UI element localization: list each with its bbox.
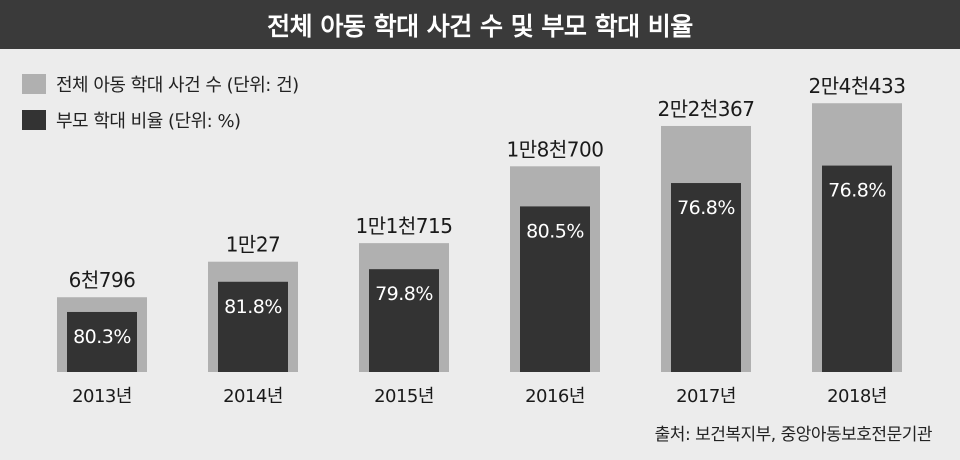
x-tick-label: 2016년 bbox=[525, 386, 585, 407]
data-label-total: 2만4천433 bbox=[809, 74, 906, 98]
data-label-ratio: 76.8% bbox=[677, 197, 735, 219]
legend-item-ratio: 부모 학대 비율 (단위: %) bbox=[22, 108, 299, 132]
source-note: 출처: 보건복지부, 중앙아동보호전문기관 bbox=[654, 425, 933, 445]
legend-label-ratio: 부모 학대 비율 (단위: %) bbox=[56, 111, 241, 132]
data-label-total: 1만27 bbox=[226, 233, 281, 257]
legend-swatch-total bbox=[22, 74, 46, 94]
data-label-total: 6천796 bbox=[69, 268, 136, 292]
bar-ratio bbox=[67, 311, 137, 372]
data-label-total: 1만1천715 bbox=[356, 214, 453, 238]
bar-ratio bbox=[822, 165, 892, 372]
legend-label-total: 전체 아동 학대 사건 수 (단위: 건) bbox=[56, 75, 299, 96]
data-label-ratio: 76.8% bbox=[828, 180, 886, 202]
data-label-ratio: 80.5% bbox=[526, 220, 584, 242]
data-label-total: 1만8천700 bbox=[507, 137, 604, 161]
x-tick-label: 2015년 bbox=[374, 386, 434, 407]
legend-swatch-ratio bbox=[22, 110, 46, 130]
legend-item-total: 전체 아동 학대 사건 수 (단위: 건) bbox=[22, 72, 299, 96]
data-label-ratio: 80.3% bbox=[73, 326, 131, 348]
bar-ratio bbox=[671, 183, 741, 372]
bar-ratio bbox=[369, 269, 439, 372]
x-tick-label: 2017년 bbox=[676, 386, 736, 407]
bar-ratio bbox=[520, 206, 590, 372]
chart-title-bar: 전체 아동 학대 사건 수 및 부모 학대 비율 bbox=[0, 0, 960, 49]
data-label-ratio: 79.8% bbox=[375, 283, 433, 305]
x-tick-label: 2013년 bbox=[72, 386, 132, 407]
data-label-total: 2만2천367 bbox=[658, 97, 755, 121]
bar-ratio bbox=[218, 281, 288, 372]
chart-title: 전체 아동 학대 사건 수 및 부모 학대 비율 bbox=[267, 11, 693, 41]
data-label-ratio: 81.8% bbox=[224, 296, 282, 318]
legend: 전체 아동 학대 사건 수 (단위: 건) 부모 학대 비율 (단위: %) bbox=[22, 72, 299, 144]
x-tick-label: 2014년 bbox=[223, 386, 283, 407]
x-tick-label: 2018년 bbox=[827, 386, 887, 407]
